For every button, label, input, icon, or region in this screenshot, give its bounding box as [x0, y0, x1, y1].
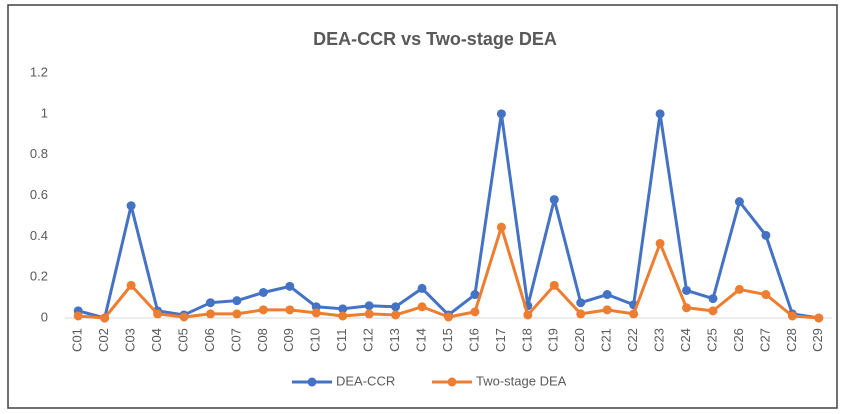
legend-marker	[447, 377, 457, 387]
data-point	[285, 305, 295, 315]
y-tick-label: 0.4	[30, 228, 48, 243]
data-point	[417, 302, 427, 312]
data-point	[126, 201, 136, 211]
legend-label: Two-stage DEA	[476, 373, 567, 388]
data-point	[761, 290, 771, 300]
data-point	[338, 304, 348, 314]
x-tick-label: C18	[519, 328, 534, 352]
data-point	[258, 305, 268, 315]
data-point	[602, 290, 612, 300]
data-point	[734, 197, 744, 207]
x-tick-label: C16	[466, 328, 481, 352]
x-tick-label: C28	[784, 328, 799, 352]
data-point	[126, 280, 136, 290]
data-point	[708, 306, 718, 316]
x-tick-label: C29	[810, 328, 825, 352]
data-point	[496, 109, 506, 119]
legend-marker	[307, 377, 317, 387]
x-tick-label: C24	[678, 328, 693, 352]
data-point	[523, 310, 533, 320]
x-tick-label: C02	[96, 328, 111, 352]
data-point	[602, 305, 612, 315]
y-tick-label: 0.8	[30, 146, 48, 161]
data-point	[470, 290, 480, 300]
x-tick-label: C05	[175, 328, 190, 352]
data-point	[549, 280, 559, 290]
data-point	[232, 296, 242, 306]
x-tick-label: C19	[546, 328, 561, 352]
data-point	[311, 308, 321, 318]
data-point	[179, 312, 189, 322]
data-point	[364, 309, 374, 319]
x-tick-label: C22	[625, 328, 640, 352]
data-point	[655, 238, 665, 248]
x-tick-label: C17	[493, 328, 508, 352]
data-point	[73, 311, 83, 321]
data-point	[391, 302, 401, 312]
x-tick-label: C11	[334, 329, 349, 352]
data-point	[708, 294, 718, 304]
y-tick-label: 0.6	[30, 187, 48, 202]
data-point	[417, 283, 427, 293]
data-point	[576, 298, 586, 308]
x-tick-label: C15	[440, 328, 455, 352]
x-tick-label: C26	[731, 328, 746, 352]
data-point	[100, 313, 110, 323]
x-tick-label: C07	[228, 328, 243, 352]
data-point	[655, 109, 665, 119]
legend-label: DEA-CCR	[336, 373, 395, 388]
x-tick-label: C21	[599, 328, 614, 352]
data-point	[205, 309, 215, 319]
data-point	[205, 298, 215, 308]
x-tick-label: C25	[704, 328, 719, 352]
x-tick-label: C27	[757, 328, 772, 352]
x-tick-label: C06	[202, 328, 217, 352]
data-point	[787, 311, 797, 321]
x-tick-label: C09	[281, 328, 296, 352]
chart-frame	[7, 4, 838, 409]
data-point	[470, 307, 480, 317]
data-point	[285, 281, 295, 291]
x-tick-label: C12	[361, 328, 376, 352]
x-tick-label: C10	[308, 328, 323, 352]
data-point	[761, 230, 771, 240]
x-tick-label: C03	[123, 328, 138, 352]
x-tick-label: C04	[149, 328, 164, 352]
chart-title: DEA-CCR vs Two-stage DEA	[313, 29, 557, 49]
data-point	[682, 285, 692, 295]
y-tick-label: 0	[41, 309, 48, 324]
data-point	[576, 309, 586, 319]
data-point	[153, 309, 163, 319]
data-point	[232, 309, 242, 319]
data-point	[814, 313, 824, 323]
x-tick-label: C13	[387, 328, 402, 352]
y-tick-label: 0.2	[30, 269, 48, 284]
data-point	[549, 195, 559, 205]
x-tick-label: C01	[70, 328, 85, 352]
data-point	[444, 312, 453, 322]
x-tick-label: C08	[255, 328, 270, 352]
data-point	[258, 287, 268, 297]
data-point	[629, 309, 639, 319]
x-tick-label: C23	[652, 328, 667, 352]
data-point	[496, 222, 506, 232]
x-tick-label: C14	[413, 328, 428, 352]
data-point	[734, 284, 744, 294]
data-point	[391, 310, 401, 320]
data-point	[682, 303, 692, 313]
data-point	[364, 301, 374, 311]
y-tick-label: 1	[41, 105, 48, 120]
x-tick-label: C20	[572, 328, 587, 352]
y-tick-label: 1.2	[30, 64, 48, 79]
data-point	[338, 311, 348, 321]
